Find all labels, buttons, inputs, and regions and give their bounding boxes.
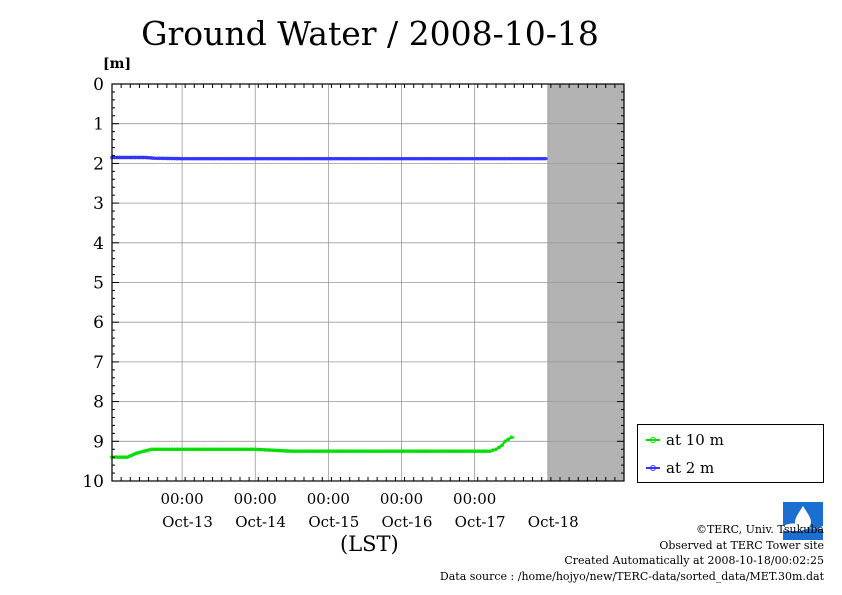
y-tick-label: 3 — [93, 194, 104, 214]
x-tick-time: 00:00 — [307, 490, 350, 508]
x-tick-time: 00:00 — [160, 490, 203, 508]
data-point — [506, 437, 510, 442]
legend-swatch-2m — [646, 465, 660, 471]
terc-logo — [783, 502, 823, 540]
y-tick-label: 10 — [82, 472, 104, 492]
x-tick-date: Oct-18 — [528, 513, 579, 531]
x-axis-label: (LST) — [340, 532, 399, 556]
series-line-10m — [112, 436, 515, 459]
data-point — [500, 443, 504, 448]
footer-source: Data source : /home/hojyo/new/TERC-data/… — [439, 569, 824, 583]
data-point — [143, 155, 148, 160]
footer-created: Created Automatically at 2008-10-18/00:0… — [564, 554, 824, 567]
x-tick-time: 00:00 — [234, 490, 277, 508]
y-tick-label: 9 — [93, 432, 104, 452]
legend-item-10m: at 10 m — [646, 430, 724, 450]
legend-swatch-10m — [646, 437, 660, 443]
legend-label-10m: at 10 m — [666, 431, 724, 449]
data-point — [148, 156, 152, 160]
data-point — [509, 435, 514, 440]
y-tick-label: 5 — [93, 274, 104, 294]
data-point — [488, 449, 492, 454]
x-tick-date: Oct-15 — [308, 513, 359, 531]
footer: ©TERC, Univ. Tsukuba Observed at TERC To… — [440, 522, 824, 584]
chart-title: Ground Water / 2008-10-18 — [141, 14, 599, 53]
y-tick-label: 8 — [93, 393, 104, 413]
legend: at 10 m at 2 m — [637, 424, 824, 483]
y-axis-unit: [m] — [103, 56, 132, 72]
x-tick-date: Oct-17 — [455, 513, 506, 531]
x-tick-date: Oct-16 — [382, 513, 433, 531]
data-point — [503, 439, 507, 444]
y-tick-label: 1 — [93, 115, 104, 135]
data-point — [150, 156, 155, 160]
x-tick-time: 00:00 — [380, 490, 423, 508]
y-tick-label: 0 — [93, 75, 104, 95]
legend-label-2m: at 2 m — [666, 459, 715, 477]
y-tick-label: 6 — [93, 313, 104, 333]
y-tick-label: 7 — [93, 353, 104, 373]
data-point — [543, 156, 548, 161]
footer-copyright: ©TERC, Univ. Tsukuba — [695, 523, 824, 536]
y-tick-label: 4 — [93, 234, 104, 254]
y-tick-label: 2 — [93, 154, 104, 174]
x-tick-time: 00:00 — [453, 490, 496, 508]
data-point — [494, 447, 498, 452]
data-point — [146, 155, 150, 160]
data-point — [497, 445, 501, 450]
data-point — [491, 448, 495, 453]
x-tick-date: Oct-13 — [162, 513, 213, 531]
legend-item-2m: at 2 m — [646, 458, 714, 478]
x-tick-date: Oct-14 — [235, 513, 286, 531]
footer-site: Observed at TERC Tower site — [659, 538, 824, 552]
